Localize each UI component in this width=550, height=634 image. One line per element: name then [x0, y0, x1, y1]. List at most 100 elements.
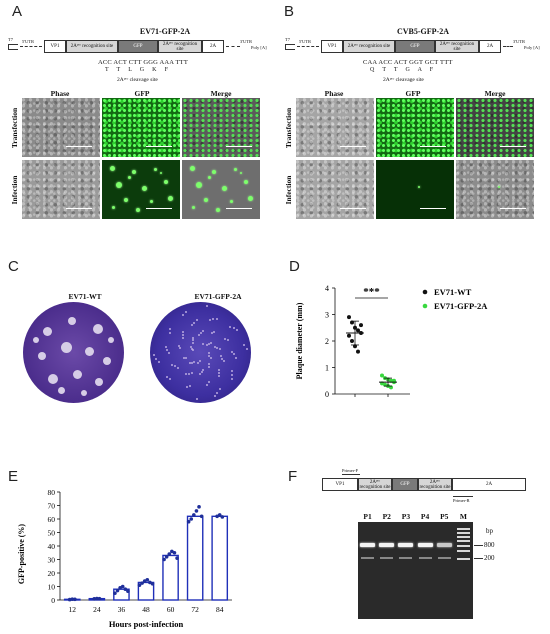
legend-marker	[422, 289, 428, 295]
dish-1-label: EV71-WT	[68, 292, 102, 301]
panel-a-col-gfp: GFP	[134, 89, 150, 98]
gfp-spot	[150, 200, 153, 203]
panel-a-amino-acids: T T L G K F	[105, 67, 172, 73]
legend-marker	[422, 303, 428, 309]
gfp-spot	[248, 196, 253, 201]
dish-2-label: EV71-GFP-2A	[194, 292, 242, 301]
gfp-spot	[222, 186, 227, 191]
plaque	[169, 328, 172, 331]
plaque	[208, 363, 211, 366]
bar	[162, 554, 179, 601]
data-point	[172, 550, 177, 555]
panel-label-e: E	[8, 468, 19, 485]
gfp-box: GFP	[392, 478, 418, 491]
y-tick-label: 50	[48, 529, 56, 538]
plaque-diameter-chart: 0 1 2 3 4 Plaque diameter (mm) *** EV71-WT EV71-…	[295, 284, 488, 399]
panel-b-transfection-merge-image	[456, 98, 534, 157]
gfp-spot	[230, 200, 233, 203]
panel-b-col-gfp: GFP	[405, 89, 421, 98]
panel-a-infection-merge-image	[182, 160, 260, 219]
plaque	[191, 324, 194, 327]
gel-band	[436, 543, 452, 547]
plaque	[207, 342, 210, 345]
panel-label-d: D	[289, 258, 300, 275]
plaque	[165, 376, 168, 379]
lane-label: P4	[420, 512, 430, 521]
vp1-box: VP1	[44, 40, 66, 53]
gel-band	[379, 543, 395, 547]
plaque	[192, 336, 195, 339]
x-axis-label: Hours post-infection	[109, 619, 184, 629]
plaque	[209, 357, 212, 360]
plaque	[216, 317, 219, 320]
plaque	[218, 371, 221, 374]
plaque	[190, 371, 193, 374]
data-point	[137, 583, 142, 587]
plaque	[201, 330, 204, 333]
data-point	[356, 328, 360, 333]
data-point	[197, 505, 201, 509]
gfp-spot	[196, 182, 202, 188]
marker-band	[456, 545, 470, 547]
y-tick-label: 4	[325, 284, 329, 293]
gfp-spot	[132, 170, 136, 174]
plaque	[213, 394, 216, 397]
plaque-dish-ev71-wt	[23, 302, 124, 403]
y-tick-label: 0	[325, 390, 329, 399]
panel-a-title: EV71-GFP-2A	[139, 27, 191, 36]
x-tick-label: 36	[118, 605, 126, 614]
plaque	[184, 310, 187, 313]
two-a-box: 2A	[452, 478, 526, 491]
panel-a-col-phase: Phase	[50, 89, 70, 98]
marker-band	[456, 540, 470, 542]
plaque	[199, 372, 202, 375]
gfp-spot	[168, 196, 173, 201]
gfp-box: GFP	[118, 40, 158, 53]
lane-label: P1	[363, 512, 372, 521]
polya-label: Poly [A]	[524, 45, 540, 50]
primer-r-label: Primer-R	[453, 498, 470, 503]
t7-label: T7	[285, 37, 290, 42]
data-point	[120, 584, 125, 589]
data-point	[194, 509, 199, 513]
panel-a-genome-map: T7 5'UTR VP1 2Aᵖʳᵒ recognition site GFP …	[8, 36, 270, 76]
data-point	[70, 597, 75, 601]
panel-a-row-transfection: Transfection	[10, 107, 19, 149]
bar	[211, 515, 229, 601]
plaque	[201, 343, 204, 346]
gfp-spot	[190, 166, 195, 171]
data-point	[167, 552, 172, 556]
data-point	[347, 315, 351, 320]
gel-band-faint	[437, 557, 451, 559]
plaque	[197, 361, 200, 364]
data-point	[113, 591, 117, 596]
plaque	[208, 355, 211, 358]
plaque	[216, 391, 219, 394]
plaque	[213, 330, 216, 333]
plaque	[85, 347, 94, 356]
data-point	[123, 587, 128, 591]
gel-lane-labels: P1 P2 P3 P4 P5 M	[358, 512, 473, 524]
gel-band-faint	[361, 557, 375, 559]
plaque	[182, 330, 184, 333]
plaque	[174, 365, 177, 368]
plaque	[234, 356, 237, 359]
plaque	[202, 368, 205, 371]
gfp-spot	[234, 168, 237, 171]
plaque	[200, 332, 202, 334]
y-tick-label: 0	[51, 596, 55, 605]
gfp-spot	[110, 166, 115, 171]
marker-band	[456, 558, 470, 560]
plaque	[230, 350, 233, 353]
data-point	[115, 588, 120, 593]
plaque	[48, 374, 58, 384]
plaque	[210, 331, 213, 334]
data-point	[217, 513, 222, 517]
gel-band	[417, 543, 433, 547]
gfp-spot	[116, 182, 122, 188]
gfp-spot	[160, 172, 162, 174]
rec-site-2-box: 2Aᵖʳᵒ recognition site	[158, 40, 202, 53]
agarose-gel-image	[358, 522, 473, 619]
gfp-spot	[216, 208, 220, 212]
panel-a-col-merge: Merge	[210, 89, 232, 98]
